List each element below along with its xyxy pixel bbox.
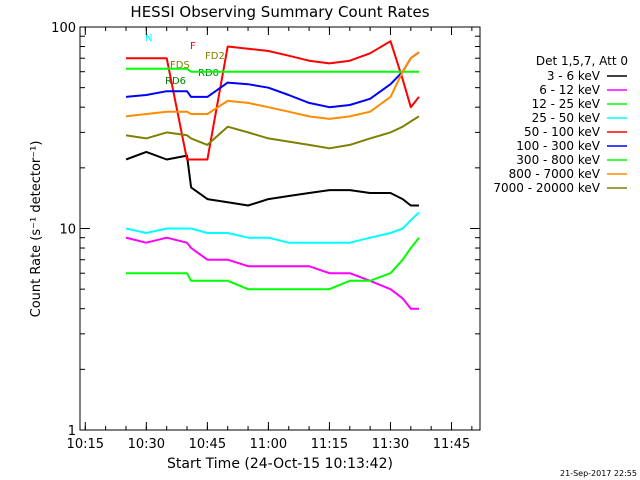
x-tick-label: 11:15 — [311, 437, 348, 452]
series-line-7000-20000-kev — [125, 115, 420, 150]
series-layer — [125, 40, 420, 310]
x-tick-label: 10:45 — [189, 437, 226, 452]
x-axis-label: Start Time (24-Oct-15 10:13:42) — [167, 456, 393, 472]
x-tick-label: 11:00 — [250, 437, 287, 452]
legend-label-12-25-kev: 12 - 25 keV — [532, 97, 601, 111]
legend-header: Det 1,5,7, Att 0 — [536, 54, 628, 68]
legend-label-800-7000-kev: 800 - 7000 keV — [509, 167, 601, 181]
series-line-6-12-kev — [125, 236, 419, 310]
flags-layer: N F FD2 FDS RD6 RD0 — [145, 33, 225, 87]
y-tick-label: 1 — [68, 424, 76, 439]
x-axis: 10:15 10:30 10:45 11:00 11:15 11:30 11:45 — [67, 27, 473, 452]
plot-area: N F FD2 FDS RD6 RD0 10:15 10:30 10:45 11:00 11:15… — [51, 21, 481, 452]
legend-label-100-300-kev: 100 - 300 keV — [516, 139, 600, 153]
legend-label-300-800-kev: 300 - 800 keV — [516, 153, 600, 167]
series-line-800-7000-kev — [125, 51, 420, 120]
legend-label-50-100-kev: 50 - 100 keV — [524, 125, 601, 139]
flag-label-rd0: RD0 — [198, 68, 219, 79]
x-tick-label: 10:30 — [128, 437, 165, 452]
flag-label-fds: FDS — [170, 60, 190, 71]
x-tick-label: 11:30 — [372, 437, 409, 452]
x-tick-label: 10:15 — [67, 437, 104, 452]
legend-label-7000-20000-kev: 7000 - 20000 keV — [493, 181, 600, 195]
chart-title: HESSI Observing Summary Count Rates — [130, 3, 429, 21]
flag-label-fd2: FD2 — [205, 51, 225, 62]
series-line-50-100-kev — [126, 40, 420, 161]
flag-label-n: N — [145, 33, 152, 44]
flag-label-f: F — [190, 41, 196, 52]
y-tick-label: 10 — [59, 223, 76, 238]
y-axis: 1 10 100 — [51, 21, 480, 439]
series-line-300-800-kev — [126, 67, 419, 73]
legend-label-3-6-kev: 3 - 6 keV — [547, 69, 601, 83]
series-line-12-25-kev — [126, 237, 420, 291]
series-line-100-300-kev — [125, 51, 420, 109]
legend-label-25-50-kev: 25 - 50 keV — [532, 111, 601, 125]
legend-label-6-12-kev: 6 - 12 keV — [539, 83, 601, 97]
flag-label-rd6: RD6 — [165, 76, 186, 87]
series-line-25-50-kev — [125, 211, 420, 244]
y-tick-label: 100 — [51, 21, 76, 36]
series-line-3-6-kev — [125, 150, 419, 207]
timestamp: 21-Sep-2017 22:55 — [560, 469, 637, 478]
x-tick-label: 11:45 — [433, 437, 470, 452]
y-axis-label: Count Rate (s⁻¹ detector⁻¹) — [29, 141, 44, 318]
